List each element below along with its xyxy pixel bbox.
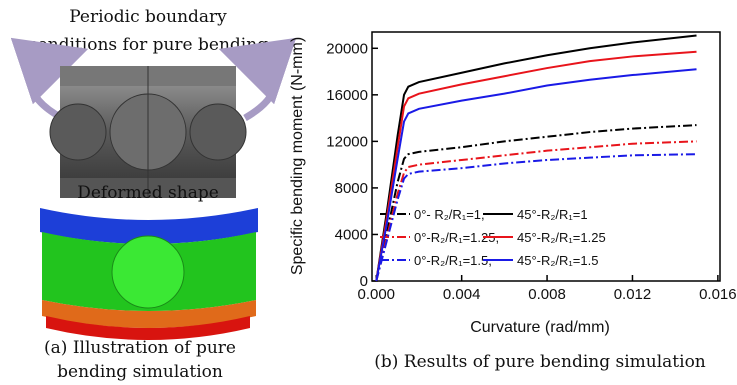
y-tick-label: 4000 (335, 226, 368, 243)
y-tick-label: 16000 (326, 87, 368, 104)
panel-a: Periodic boundary conditions for pure be… (28, 7, 275, 382)
lattice-image (50, 66, 246, 198)
panel-a-title: Periodic boundary (69, 7, 227, 27)
x-tick-label: 0.004 (443, 286, 481, 303)
caption: (b) Results of pure bending simulation (374, 352, 706, 372)
x-tick-label: 0.000 (357, 286, 395, 303)
legend-label: 0°- R₂/R₁=1, (414, 207, 485, 222)
y-axis-label: Specific bending moment (N-mm) (289, 37, 306, 275)
data-line (376, 69, 696, 281)
figure: Periodic boundary conditions for pure be… (0, 0, 737, 385)
legend-label: 45°-R₂/R₁=1.25 (517, 230, 606, 245)
arrow (31, 60, 62, 118)
legend-label: 45°-R₂/R₁=1 (517, 207, 588, 222)
y-tick-label: 20000 (326, 40, 368, 57)
panel-a-label: Deformed shape (77, 183, 219, 203)
caption: bending simulation (57, 362, 223, 382)
x-axis-label: Curvature (rad/mm) (470, 319, 610, 336)
y-tick-label: 8000 (335, 180, 368, 197)
x-tick-label: 0.008 (528, 286, 566, 303)
legend-label: 45°-R₂/R₁=1.5 (517, 253, 598, 268)
caption: (a) Illustration of pure (44, 338, 236, 358)
arrow (245, 60, 275, 118)
panel-a-title: conditions for pure bending (28, 35, 268, 55)
y-tick-label: 12000 (326, 133, 368, 150)
legend-label: 0°-R₂/R₁=1.5, (414, 253, 492, 268)
x-tick-label: 0.012 (614, 286, 652, 303)
x-tick-label: 0.016 (699, 286, 737, 303)
data-line (376, 52, 696, 281)
chart: Curvature (rad/mm) Specific bending mome… (289, 32, 737, 372)
deformed-image (40, 208, 258, 340)
